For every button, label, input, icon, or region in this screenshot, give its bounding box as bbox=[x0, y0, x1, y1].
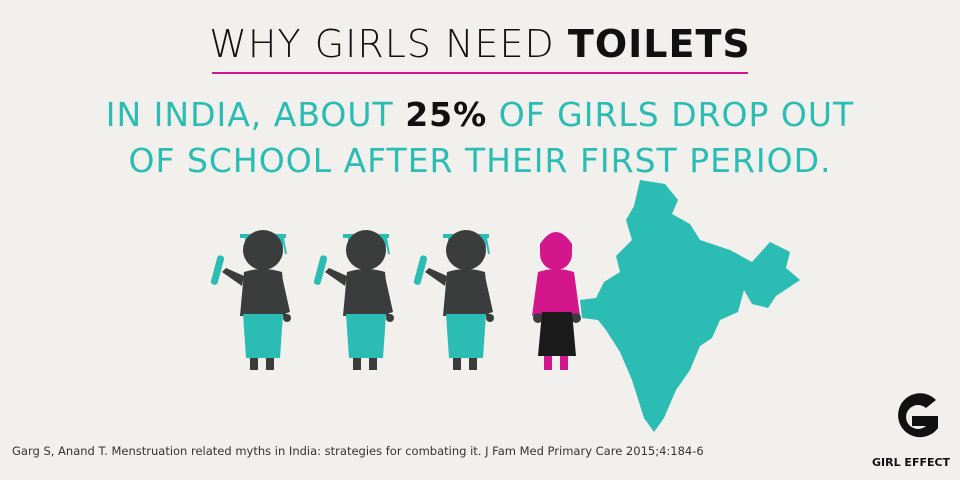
india-map bbox=[580, 180, 800, 432]
title-plain: WHY GIRLS NEED bbox=[209, 22, 555, 66]
logo-mark bbox=[898, 393, 938, 438]
dropout-figure bbox=[532, 232, 581, 370]
logo-text: GIRL EFFECT bbox=[872, 456, 951, 469]
title-rule bbox=[212, 72, 748, 74]
headline-text: IN INDIA, ABOUT bbox=[105, 95, 394, 134]
graduate-figure bbox=[412, 229, 495, 371]
headline-stat: 25% bbox=[405, 95, 488, 134]
headline-text: OF GIRLS DROP OUT bbox=[498, 95, 855, 134]
citation: Garg S, Anand T. Menstruation related my… bbox=[12, 444, 704, 458]
headline-text: OF SCHOOL AFTER THEIR FIRST PERIOD. bbox=[128, 141, 832, 180]
graduate-figure bbox=[210, 230, 291, 370]
title: WHY GIRLS NEED TOILETS bbox=[0, 22, 960, 66]
headline: IN INDIA, ABOUT 25% OF GIRLS DROP OUT OF… bbox=[0, 92, 960, 184]
title-bold: TOILETS bbox=[567, 22, 751, 66]
graduate-figure bbox=[312, 229, 395, 371]
